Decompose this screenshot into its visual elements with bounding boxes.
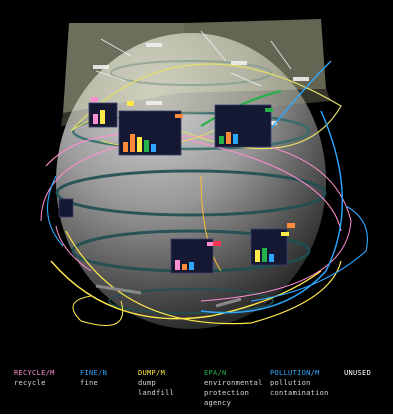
legend-heading-epa: EPA/N [204,369,227,377]
plane-marker [146,101,162,105]
cluster-bar [233,134,238,144]
legend-desc-pollution-1: pollution [270,379,311,387]
connection-line [215,297,242,308]
cluster-bar [123,142,128,152]
cluster-bar [100,110,105,124]
legend-heading-dump: DUMP/M [138,369,166,377]
legend-desc-recycle: recycle [14,379,46,387]
legend-desc-pollution-2: contamination [270,389,329,397]
cluster-bar [93,114,98,124]
cluster-bar [130,134,135,152]
plane-marker [293,77,309,81]
cluster-bar [182,264,187,270]
legend-item-unused: UNUSED [344,368,371,378]
cluster-panels [58,97,295,274]
top-plane-right [179,19,326,93]
connection-arc [40,135,352,302]
legend: RECYCLE/M recycle FINE/N fine DUMP/M dum… [14,368,386,408]
legend-desc-epa-2: protection [204,389,250,397]
cluster-bar [262,248,267,262]
plane-marker [93,65,109,69]
cluster-bar [189,262,194,270]
cluster-panel [58,198,74,218]
legend-desc-fine: fine [80,379,99,387]
connection-arc [250,205,368,302]
connection-arc [46,175,64,247]
legend-item-fine: FINE/N fine [80,368,107,388]
cluster-panel [214,104,272,148]
legend-heading-pollution: POLLUTION/M [270,369,320,377]
plane-spoke [95,70,127,82]
legend-desc-epa-1: environmental [204,379,263,387]
cluster-tag [281,232,289,236]
legend-heading-recycle: RECYCLE/M [14,369,55,377]
plane-marker [231,61,247,65]
connection-arc [72,295,123,326]
legend-desc-dump-1: dump [138,379,157,387]
cluster-tag [265,108,273,112]
plane-spoke [100,38,132,57]
cluster-bar [226,132,231,144]
legend-item-pollution: POLLUTION/M pollution contamination [270,368,329,398]
legend-item-recycle: RECYCLE/M recycle [14,368,55,388]
accent-tick [287,223,295,228]
plane-spoke [270,40,292,70]
connection-arc [200,175,222,272]
cluster-bar [175,260,180,270]
cluster-tag [175,114,183,118]
accent-tick [91,97,98,102]
connection-arc [45,133,342,232]
cluster-bar [219,136,224,144]
cluster-bar [151,144,156,152]
legend-heading-fine: FINE/N [80,369,108,377]
cluster-bar [144,140,149,152]
legend-desc-dump-2: landfill [138,389,175,397]
cluster-bar [269,254,274,262]
legend-desc-epa-3: agency [204,399,232,407]
legend-item-epa: EPA/N environmental protection agency [204,368,263,408]
connection-arc [65,230,342,325]
connection-arc [50,260,322,320]
plane-marker [146,43,162,47]
connection-arc [200,110,343,314]
connection-arc [55,225,92,272]
cluster-bar [255,250,260,262]
cluster-tag [207,242,215,246]
plane-spoke [230,72,262,87]
legend-heading-unused: UNUSED [344,369,372,377]
connection-arcs [40,60,368,326]
connection-line [95,284,142,295]
accent-tick [213,241,221,246]
accent-tick [127,101,134,106]
plane-spoke [200,30,227,62]
legend-item-dump: DUMP/M dump landfill [138,368,174,398]
cluster-panel [118,110,182,156]
cluster-bar [137,137,142,152]
